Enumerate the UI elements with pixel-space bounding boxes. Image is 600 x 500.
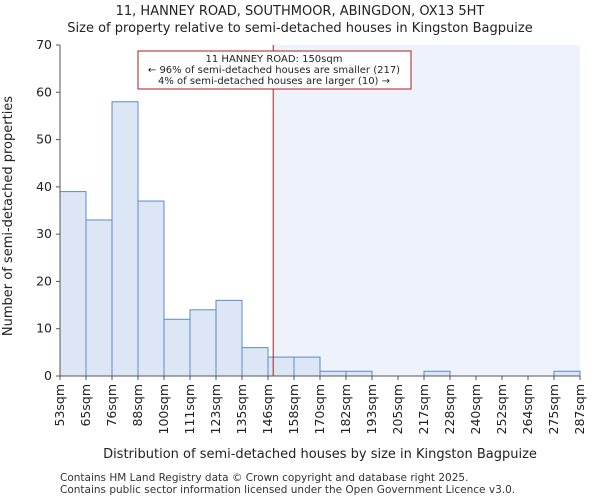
bar-76sqm (111, 101, 139, 377)
bar-111sqm (189, 309, 217, 377)
x-tick-label: 53sqm (52, 384, 67, 427)
bar-88sqm (137, 200, 165, 377)
x-tick-label: 240sqm (468, 384, 483, 434)
bar-170sqm (319, 370, 347, 377)
x-tick-label: 146sqm (260, 384, 275, 434)
footer-line-1: Contains HM Land Registry data © Crown c… (60, 472, 469, 484)
x-ticks-group: 53sqm 65sqm 76sqm 88sqm 100sqm 111sqm 123sqm 13… (52, 376, 587, 434)
x-tick-label: 65sqm (78, 384, 93, 427)
bar-146sqm (267, 356, 295, 377)
y-tick-label: 0 (44, 368, 52, 383)
footer-line-2: Contains public sector information licen… (60, 484, 516, 496)
y-axis-label: Number of semi-detached properties (1, 96, 16, 336)
x-tick-label: 111sqm (182, 384, 197, 434)
x-tick-label: 264sqm (520, 384, 535, 434)
bar-53sqm (59, 191, 87, 377)
y-tick-label: 60 (36, 84, 52, 99)
annotation-line-3: 4% of semi-detached houses are larger (1… (158, 76, 390, 87)
chart-subtitle: Size of property relative to semi-detach… (67, 21, 533, 36)
y-tick-label: 10 (36, 321, 52, 336)
x-tick-label: 252sqm (494, 384, 509, 434)
y-tick-label: 20 (36, 273, 52, 288)
x-tick-label: 217sqm (416, 384, 431, 434)
y-tick-label: 40 (36, 179, 52, 194)
x-tick-label: 170sqm (312, 384, 327, 434)
x-tick-label: 135sqm (234, 384, 249, 434)
y-ticks-group: 0 10 20 30 40 50 60 70 (36, 37, 60, 383)
y-tick-label: 70 (36, 37, 52, 52)
y-tick-label: 30 (36, 226, 52, 241)
bar-135sqm (241, 347, 269, 377)
bar-275sqm (553, 370, 581, 377)
x-tick-label: 88sqm (130, 384, 145, 427)
x-tick-label: 193sqm (364, 384, 379, 434)
x-tick-label: 182sqm (338, 384, 353, 434)
x-tick-label: 76sqm (104, 384, 119, 427)
bar-158sqm (293, 356, 321, 377)
x-tick-label: 123sqm (208, 384, 223, 434)
bar-182sqm (345, 370, 373, 377)
x-tick-label: 287sqm (572, 384, 587, 434)
y-tick-label: 50 (36, 132, 52, 147)
x-tick-label: 275sqm (546, 384, 561, 434)
annotation-box: 11 HANNEY ROAD: 150sqm ← 96% of semi-det… (137, 50, 412, 90)
bar-65sqm (85, 219, 113, 377)
annotation-line-1: 11 HANNEY ROAD: 150sqm (206, 54, 343, 65)
bar-217sqm (423, 370, 451, 377)
x-axis-label: Distribution of semi-detached houses by … (103, 447, 537, 462)
bar-100sqm (163, 318, 191, 377)
x-tick-label: 158sqm (286, 384, 301, 434)
larger-properties-region (273, 45, 580, 376)
x-tick-label: 100sqm (156, 384, 171, 434)
bar-123sqm (215, 299, 243, 377)
x-tick-label: 205sqm (390, 384, 405, 434)
bars-group (59, 101, 581, 377)
x-tick-label: 228sqm (442, 384, 457, 434)
chart-title: 11, HANNEY ROAD, SOUTHMOOR, ABINGDON, OX… (115, 4, 485, 19)
annotation-line-2: ← 96% of semi-detached houses are smalle… (148, 65, 400, 76)
